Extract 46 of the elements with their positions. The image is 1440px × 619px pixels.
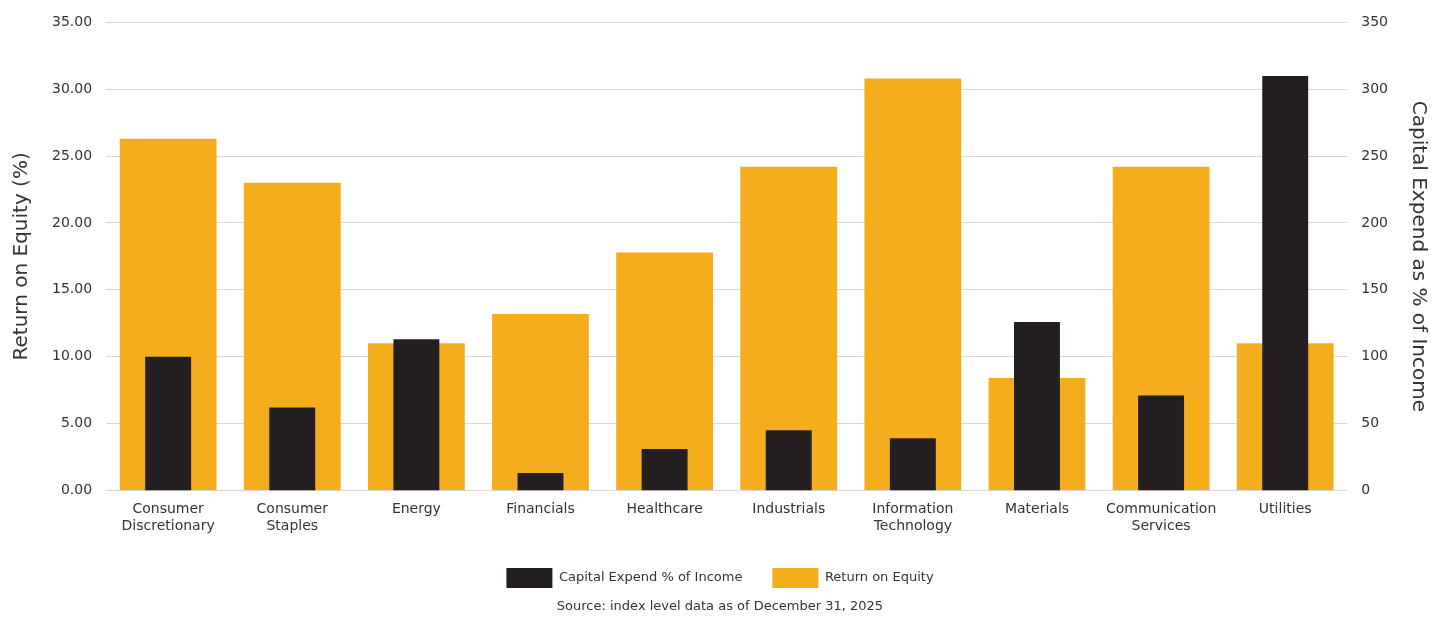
category-label: Communication (1105, 500, 1217, 517)
y2-axis-title: Capital Expend as % of Income (1407, 100, 1432, 413)
y-tick-label: 35.00 (51, 13, 93, 30)
y-tick-label: 30.00 (51, 79, 93, 96)
y-tick-label: 20.00 (51, 213, 93, 230)
y2-tick-label: 250 (1361, 146, 1389, 163)
bar (641, 448, 688, 491)
category-label: Technology (873, 517, 953, 534)
bar (864, 78, 962, 490)
category-label: Staples (266, 517, 319, 534)
y2-tick-label: 50 (1361, 414, 1380, 431)
category-label: Information (872, 500, 954, 517)
source-note: Source: index level data as of December 31, 2025 (555, 598, 885, 613)
category-label: Discretionary (121, 517, 215, 534)
category-label: Services (1131, 517, 1191, 534)
bar (1138, 395, 1185, 491)
x-tick-label: Healthcare (626, 500, 703, 517)
y2-tick-label: 300 (1361, 79, 1389, 96)
x-tick-label: Utilities (1258, 500, 1312, 517)
category-label: Consumer (132, 500, 204, 517)
y2-tick-label: 0 (1361, 481, 1371, 498)
bar (517, 473, 564, 491)
y-tick-label: 0.00 (60, 481, 93, 498)
y2-tick-label: 200 (1361, 213, 1389, 230)
bar (740, 166, 838, 490)
legend-label: Return on Equity (824, 569, 934, 585)
y-tick-label: 15.00 (51, 280, 93, 297)
x-tick-label: Materials (1004, 500, 1070, 517)
bar (765, 430, 812, 491)
bar (145, 356, 192, 491)
bar (269, 407, 316, 491)
y-tick-label: 10.00 (51, 347, 93, 364)
y2-tick-label: 150 (1361, 280, 1389, 297)
x-tick-label: Financials (506, 500, 575, 517)
y-axis-title: Return on Equity (%) (8, 152, 33, 361)
legend-label: Capital Expend % of Income (558, 569, 743, 585)
category-label: Consumer (256, 500, 328, 517)
bar (889, 438, 936, 491)
x-tick-label: Industrials (752, 500, 826, 517)
y-tick-label: 5.00 (60, 414, 93, 431)
x-tick-label: Energy (391, 500, 441, 517)
y-tick-label: 25.00 (51, 146, 93, 163)
bar (492, 313, 589, 490)
y2-tick-label: 100 (1361, 347, 1389, 364)
bar (616, 252, 714, 490)
y2-tick-label: 350 (1361, 13, 1389, 30)
